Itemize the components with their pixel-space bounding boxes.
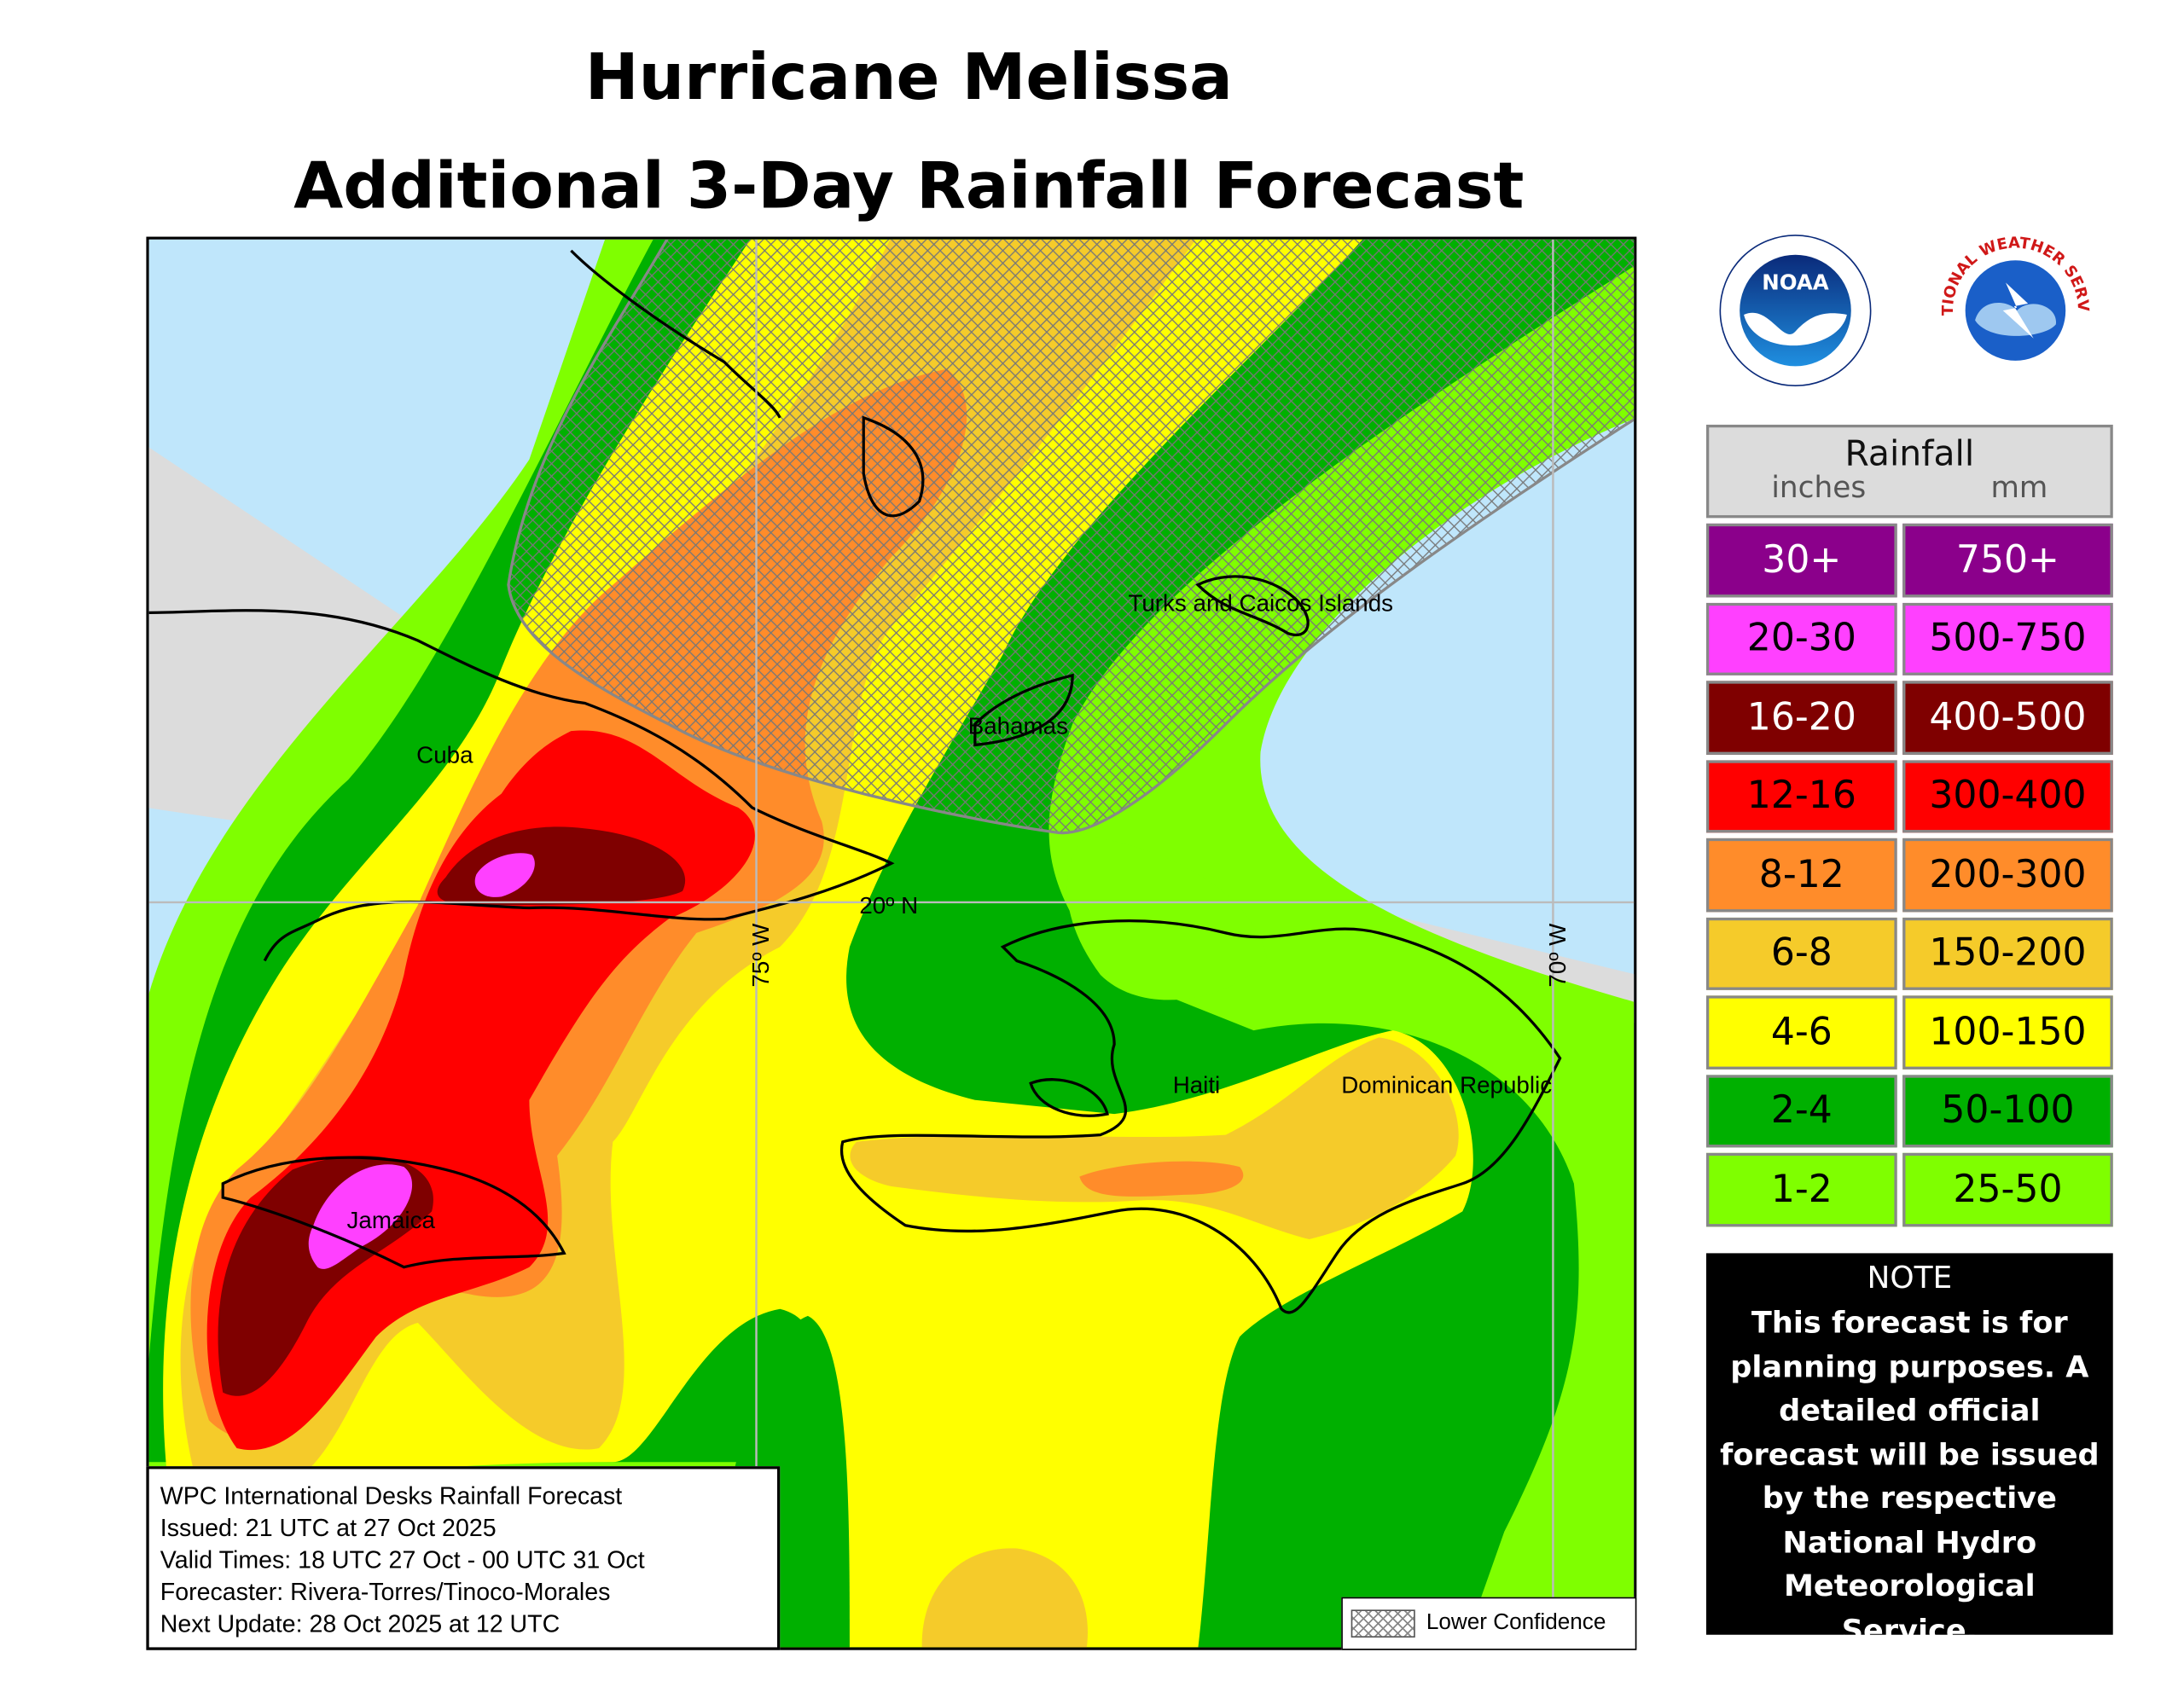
lower-confidence-key: Lower Confidence: [1341, 1597, 1637, 1650]
legend-row: 12-16 300-400: [1705, 759, 2113, 833]
coast-turks-caicos: [1195, 575, 1310, 636]
note-box: NOTE This forecast is for planning purpo…: [1705, 1253, 2113, 1648]
legend-value-in: 4-6: [1705, 995, 1897, 1070]
legend-row: 30+ 750+: [1705, 523, 2113, 597]
legend-value-mm: 750+: [1902, 523, 2113, 597]
lower-confidence-area: [507, 239, 1635, 835]
contour-6-8in-south: [921, 1548, 1088, 1648]
coast-acklins: [862, 415, 925, 518]
legend-value-mm: 50-100: [1902, 1074, 2113, 1148]
coast-andros: [570, 249, 781, 419]
legend-row: 4-6 100-150: [1705, 995, 2113, 1070]
map-subtitle: Additional 3-Day Rainfall Forecast: [293, 148, 1525, 223]
info-issued: Issued: 21 UTC at 27 Oct 2025: [160, 1513, 497, 1542]
info-forecaster: Forecaster: Rivera-Torres/Tinoco-Morales: [160, 1577, 611, 1606]
legend-row: 1-2 25-50: [1705, 1152, 2113, 1226]
contour-8-12in-haiti: [1079, 1161, 1244, 1197]
legend-row: 8-12 200-300: [1705, 838, 2113, 912]
note-body: This forecast is for planning purposes. …: [1720, 1306, 2100, 1649]
legend-value-in: 6-8: [1705, 917, 1897, 990]
graticule: [148, 239, 1635, 1648]
label-haiti: Haiti: [1172, 1072, 1221, 1099]
nws-logo-icon: NATIONAL WEATHER SERVICE: [1933, 234, 2092, 386]
legend-value-in: 16-20: [1705, 681, 1897, 755]
label-bahamas: Bahamas: [967, 712, 1068, 739]
legend-value-in: 30+: [1705, 523, 1897, 597]
label-turks-caicos: Turks and Caicos Islands: [1128, 590, 1394, 617]
hatch-swatch-icon: [1350, 1609, 1415, 1638]
legend-row: 16-20 400-500: [1705, 681, 2113, 755]
contour-1-2in-haiti: [1066, 835, 1268, 1000]
legend-unit-inches: inches: [1771, 470, 1867, 505]
legend-value-in: 20-30: [1705, 602, 1897, 675]
legend-unit-mm: mm: [1990, 470, 2048, 505]
lower-confidence-label: Lower Confidence: [1426, 1610, 1606, 1635]
legend-row: 2-4 50-100: [1705, 1074, 2113, 1148]
noaa-logo-icon: NOAA: [1719, 235, 1872, 387]
legend-value-mm: 100-150: [1902, 995, 2113, 1070]
rainfall-map: Turks and Caicos Islands Bahamas Cuba Ha…: [146, 236, 1637, 1650]
label-70w: 70º W: [1544, 923, 1571, 988]
legend-header: Rainfall inches mm: [1705, 424, 2113, 519]
coast-bahamas-great-inagua: [973, 673, 1074, 747]
label-dominican-republic: Dominican Republic: [1341, 1072, 1553, 1099]
legend-value-in: 12-16: [1705, 759, 1897, 833]
contour-20-30in-jamaica: [308, 1164, 413, 1269]
legend-value-mm: 400-500: [1902, 681, 2113, 755]
legend-value-in: 8-12: [1705, 838, 1897, 912]
coast-jamaica: [221, 1156, 566, 1269]
rainfall-legend: Rainfall inches mm 30+ 750+ 20-30 500-750 16-…: [1705, 424, 2113, 1226]
legend-value-mm: 200-300: [1902, 838, 2113, 912]
coast-gonave: [1029, 1078, 1109, 1117]
legend-row: 6-8 150-200: [1705, 917, 2113, 990]
label-jamaica: Jamaica: [346, 1207, 435, 1234]
legend-value-mm: 300-400: [1902, 759, 2113, 833]
label-cuba: Cuba: [416, 742, 473, 769]
note-heading: NOTE: [1867, 1261, 1953, 1296]
coast-hispaniola: [839, 919, 1562, 1314]
legend-row: 20-30 500-750: [1705, 602, 2113, 675]
info-product: WPC International Desks Rainfall Forecas…: [160, 1481, 623, 1510]
legend-value-in: 1-2: [1705, 1152, 1897, 1226]
legend-value-mm: 150-200: [1902, 917, 2113, 990]
contour-20-30in-cuba: [474, 853, 535, 897]
legend-value-in: 2-4: [1705, 1074, 1897, 1148]
info-next-update: Next Update: 28 Oct 2025 at 12 UTC: [160, 1609, 561, 1638]
map-title: Hurricane Melissa: [584, 38, 1233, 114]
legend-value-mm: 25-50: [1902, 1152, 2113, 1226]
contour-6-8in-hispaniola: [850, 1037, 1459, 1240]
legend-value-mm: 500-750: [1902, 602, 2113, 675]
label-20n: 20º N: [859, 892, 919, 919]
rainfall-map-canvas: [148, 239, 1635, 1648]
legend-title: Rainfall: [1844, 432, 1975, 474]
forecast-info-box: WPC International Desks Rainfall Forecas…: [146, 1466, 781, 1650]
label-75w: 75º W: [747, 923, 775, 988]
noaa-logo-text: NOAA: [1762, 270, 1829, 295]
info-valid-times: Valid Times: 18 UTC 27 Oct - 00 UTC 31 O…: [160, 1545, 645, 1574]
